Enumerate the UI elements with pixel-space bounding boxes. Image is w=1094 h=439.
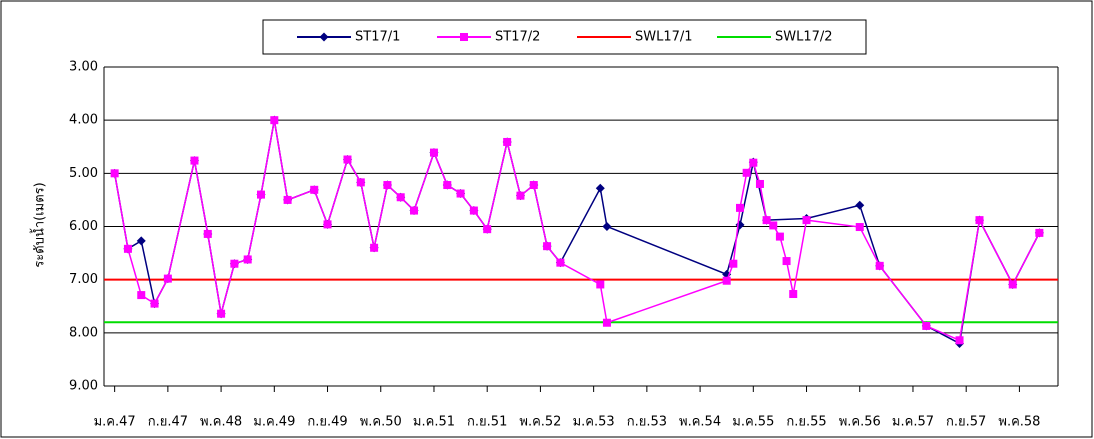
x-tick-label: ม.ค.53 [573,415,615,430]
y-tick-label: 3.00 [69,60,98,75]
y-tick-label: 7.00 [69,272,98,287]
x-tick-label: พ.ค.54 [679,415,721,430]
point [516,191,525,200]
point [722,276,731,285]
point [243,255,252,264]
point [396,193,405,202]
point [123,244,132,253]
x-tick-label: ก.ย.47 [148,415,188,430]
x-tick-label: ม.ค.49 [253,415,295,430]
point [762,216,771,225]
x-tick-label: พ.ค.52 [519,415,561,430]
point [729,259,738,268]
x-tick-label: ก.ย.57 [946,415,986,430]
series-line [113,120,1041,342]
point [370,243,379,252]
x-tick-label: พ.ค.58 [998,415,1040,430]
point [283,195,292,204]
legend-marker [460,33,468,41]
x-tick-label: ม.ค.51 [413,415,455,430]
x-tick-label: ก.ย.51 [467,415,507,430]
point [1008,280,1017,289]
point [343,155,352,164]
point [789,290,798,299]
point [602,318,611,327]
point [203,229,212,238]
x-tick-label: ม.ค.55 [732,415,774,430]
point [1035,228,1044,237]
point [383,181,392,190]
point [190,156,199,165]
x-tick-label: ก.ย.49 [307,415,347,430]
point [543,242,552,251]
point [529,181,538,190]
point [775,232,784,241]
x-tick-label: พ.ค.48 [200,415,242,430]
point [270,116,279,125]
legend-marker [319,32,329,42]
point [217,309,226,318]
point [483,225,492,234]
point [163,274,172,283]
legend-label: ST17/1 [355,30,400,45]
point [443,181,452,190]
point [456,189,465,198]
point [855,200,865,210]
legend-label: SWL17/2 [775,30,833,45]
y-tick-label: 5.00 [69,166,98,181]
point [595,183,605,193]
point [922,321,931,330]
x-tick-label: ม.ค.57 [892,415,934,430]
point [755,179,764,188]
point [749,158,758,167]
point [323,220,332,229]
legend-label: SWL17/1 [635,30,693,45]
y-tick-label: 6.00 [69,219,98,234]
point [110,169,119,178]
point [136,236,146,246]
y-tick-label: 4.00 [69,113,98,128]
point [742,168,751,177]
point [556,258,565,267]
x-tick-label: พ.ค.50 [360,415,402,430]
point [875,261,884,270]
point [356,178,365,187]
point [736,203,744,212]
point [855,223,864,232]
y-tick-label: 9.00 [69,379,98,394]
point [503,137,512,146]
point [150,299,159,308]
x-tick-label: ม.ค.47 [94,415,136,430]
point [429,148,438,157]
point [230,259,239,268]
legend-label: ST17/2 [495,30,540,45]
point [410,206,419,215]
point [137,291,146,300]
point [310,185,319,194]
y-axis-label: ระดับน้ำ(เมตร) [30,182,48,267]
point [602,222,612,231]
point [596,280,605,289]
point [975,216,984,225]
x-tick-label: ก.ย.53 [627,415,667,430]
y-tick-label: 8.00 [69,325,98,340]
point [802,216,811,225]
point [257,190,266,199]
point [782,257,791,266]
x-tick-label: พ.ค.56 [839,415,881,430]
point [955,336,964,345]
x-tick-label: ก.ย.55 [786,415,826,430]
point [769,221,778,230]
point [469,206,478,215]
